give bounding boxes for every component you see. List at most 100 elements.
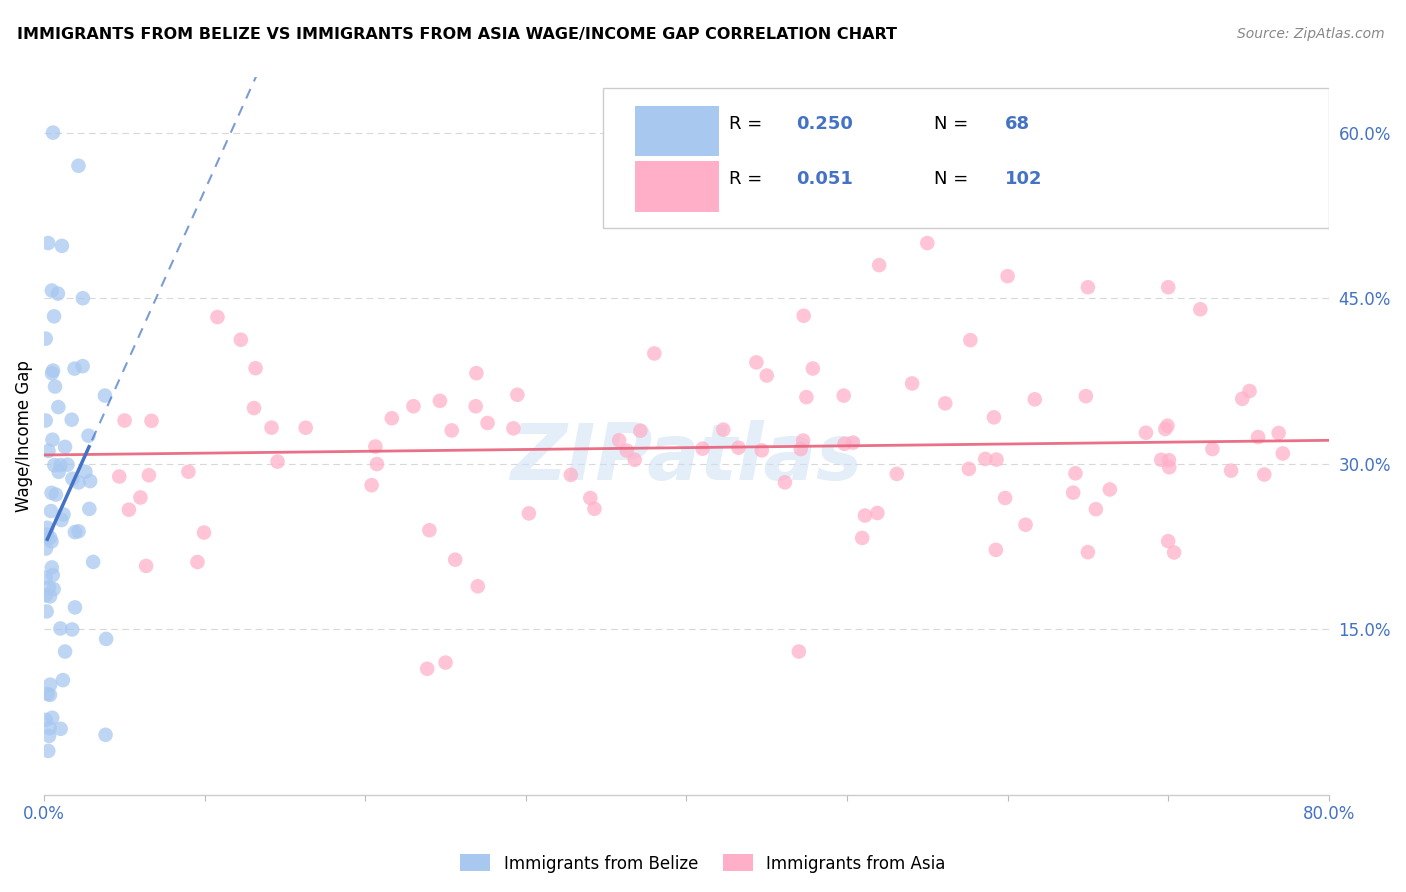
Point [51, 513, 73, 527]
Point [37, 744, 59, 758]
Point [1098, 483, 1121, 497]
Point [1159, 460, 1181, 475]
Point [974, 451, 997, 466]
Point [62, 472, 84, 486]
Point [773, 475, 796, 490]
Point [46, 286, 69, 301]
Point [1267, 425, 1289, 440]
Point [35, 527, 58, 541]
Point [41, 560, 63, 574]
Point [616, 443, 638, 458]
Point [997, 269, 1019, 284]
Point [94, 632, 117, 646]
Point [135, 558, 157, 573]
Point [49, 458, 72, 472]
Point [138, 468, 160, 483]
Point [37, 687, 59, 701]
Point [37, 521, 59, 535]
Point [751, 443, 773, 458]
Point [429, 393, 451, 408]
Text: IMMIGRANTS FROM BELIZE VS IMMIGRANTS FROM ASIA WAGE/INCOME GAP CORRELATION CHART: IMMIGRANTS FROM BELIZE VS IMMIGRANTS FRO… [17, 27, 897, 42]
Point [42, 363, 65, 377]
Point [842, 435, 865, 450]
Point [243, 401, 266, 415]
Point [42, 310, 65, 324]
Point [502, 421, 524, 435]
Point [1157, 453, 1180, 467]
Point [41, 486, 63, 500]
Point [52, 673, 75, 687]
Point [63, 525, 86, 540]
Point [1232, 392, 1254, 406]
Point [141, 414, 163, 428]
Point [583, 501, 606, 516]
Point [517, 507, 540, 521]
Point [35, 588, 58, 602]
Point [866, 506, 889, 520]
Point [49, 622, 72, 636]
Point [35, 541, 58, 556]
Point [984, 542, 1007, 557]
Point [834, 437, 856, 451]
Text: R =: R = [728, 115, 768, 133]
Point [886, 467, 908, 481]
Point [266, 454, 288, 468]
Text: N =: N = [935, 170, 974, 188]
Point [41, 534, 63, 549]
Point [77, 428, 100, 442]
Point [957, 462, 980, 476]
Point [1064, 467, 1087, 481]
Point [934, 396, 956, 410]
Point [1239, 384, 1261, 398]
Point [42, 582, 65, 596]
Point [465, 366, 488, 380]
Point [60, 413, 83, 427]
Point [177, 465, 200, 479]
Point [44, 458, 66, 472]
Point [38, 581, 60, 595]
Point [801, 361, 824, 376]
Point [118, 502, 141, 516]
Point [579, 491, 602, 505]
Point [229, 333, 252, 347]
Point [45, 487, 67, 501]
Point [41, 284, 63, 298]
Text: N =: N = [935, 115, 974, 133]
Point [793, 309, 815, 323]
Point [901, 376, 924, 391]
Point [560, 467, 582, 482]
Point [39, 590, 62, 604]
Point [1271, 446, 1294, 460]
Point [607, 434, 630, 448]
Point [418, 523, 440, 537]
Point [1163, 545, 1185, 559]
Point [72, 359, 94, 373]
Point [832, 389, 855, 403]
Point [868, 258, 890, 272]
Point [72, 291, 94, 305]
Point [63, 600, 86, 615]
Text: R =: R = [728, 170, 768, 188]
Point [692, 442, 714, 456]
Point [260, 420, 283, 434]
Point [1014, 517, 1036, 532]
Point [193, 525, 215, 540]
Point [1074, 389, 1097, 403]
Point [94, 388, 117, 402]
Text: 102: 102 [1005, 170, 1042, 188]
Point [67, 524, 90, 539]
Text: 0.250: 0.250 [796, 115, 852, 133]
Point [1024, 392, 1046, 407]
FancyBboxPatch shape [603, 88, 1329, 228]
Point [434, 656, 457, 670]
Point [245, 361, 267, 376]
Point [1253, 467, 1275, 482]
Point [82, 555, 104, 569]
Point [67, 475, 90, 490]
Point [35, 332, 58, 346]
Point [623, 452, 645, 467]
Point [1084, 502, 1107, 516]
Point [1189, 302, 1212, 317]
Point [1157, 534, 1180, 549]
Point [1150, 452, 1173, 467]
